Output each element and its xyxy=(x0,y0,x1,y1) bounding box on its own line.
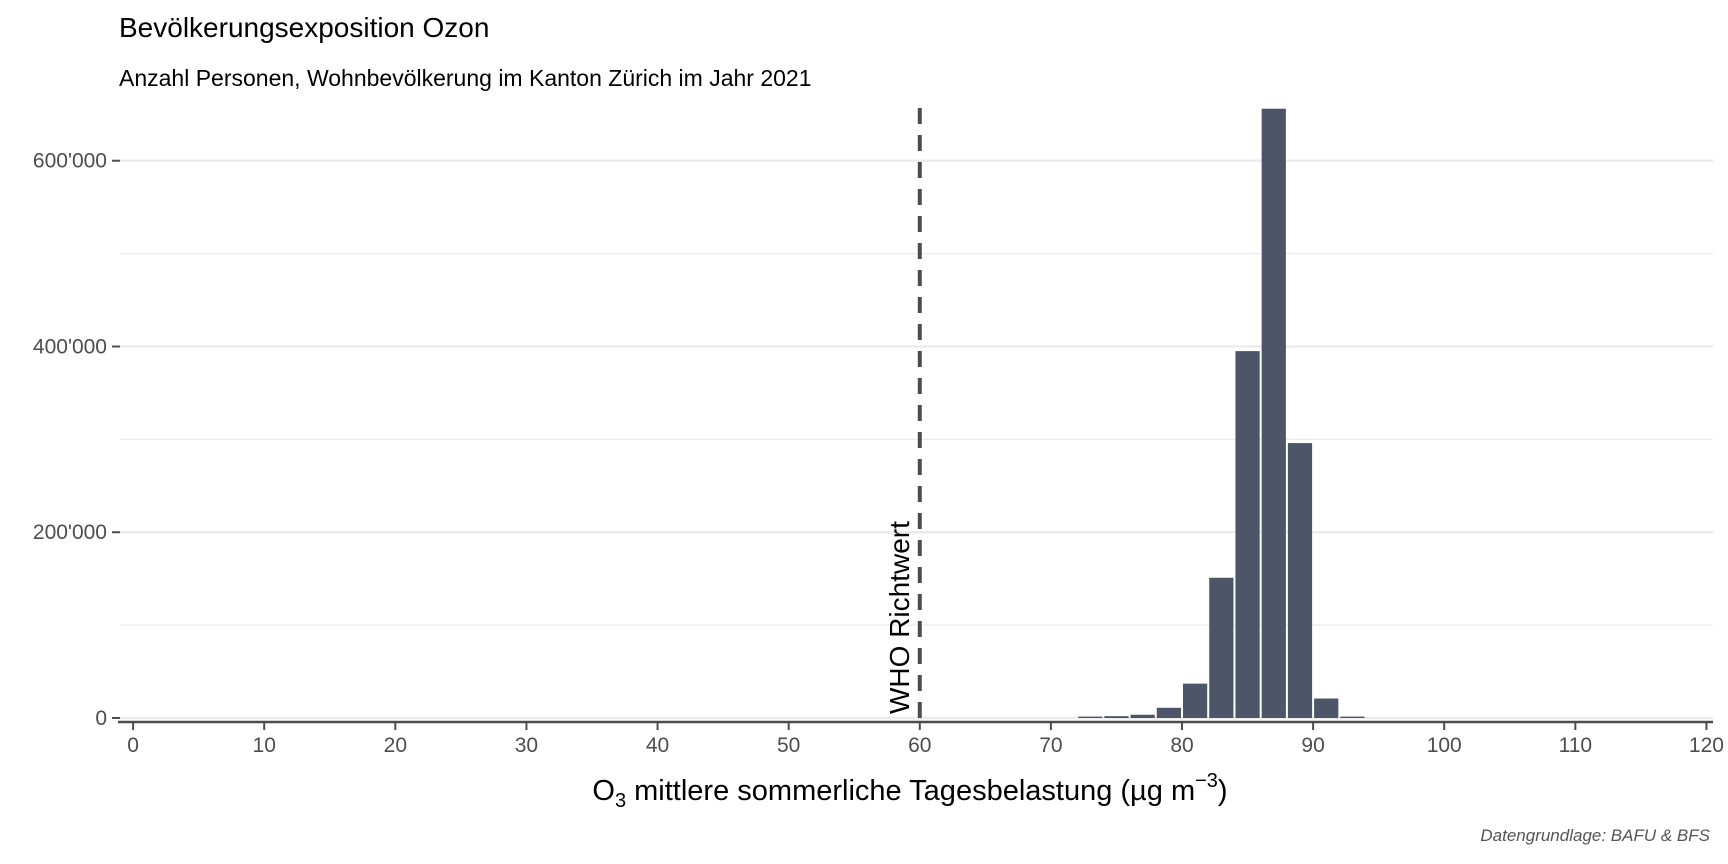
x-tick-label: 120 xyxy=(1689,734,1724,757)
x-tick-label: 50 xyxy=(777,734,800,757)
x-tick-label: 80 xyxy=(1170,734,1193,757)
axes: 0 200'000 400'000 600'000 0 10 20 30 40 50 60 70 80 9… xyxy=(33,150,1724,757)
bar xyxy=(1314,698,1339,718)
x-axis-title: O3 mittlere sommerliche Tagesbelastung (… xyxy=(592,770,1227,812)
chart-subtitle: Anzahl Personen, Wohnbevölkerung im Kant… xyxy=(119,65,812,91)
x-tick-label: 100 xyxy=(1427,734,1462,757)
bar xyxy=(1287,443,1313,718)
x-tick-label: 0 xyxy=(127,734,139,757)
bar xyxy=(1130,714,1155,718)
x-tick-label: 60 xyxy=(908,734,931,757)
bar xyxy=(1078,716,1103,718)
bar xyxy=(1209,577,1234,718)
x-tick-label: 110 xyxy=(1559,734,1592,757)
x-tick-label: 30 xyxy=(515,734,538,757)
bar xyxy=(1235,351,1260,718)
x-tick-label: 90 xyxy=(1301,734,1324,757)
reference-line-group: WHO Richtwert xyxy=(884,108,922,718)
bar xyxy=(1183,683,1208,718)
reference-line-label: WHO Richtwert xyxy=(884,521,915,714)
bar xyxy=(1156,707,1181,718)
y-tick-label: 400'000 xyxy=(33,335,107,358)
y-tick-label: 0 xyxy=(95,707,107,730)
chart-caption: Datengrundlage: BAFU & BFS xyxy=(1480,826,1710,845)
x-tick-label: 70 xyxy=(1039,734,1062,757)
x-tick-label: 10 xyxy=(253,734,276,757)
bar xyxy=(1261,108,1286,718)
bars xyxy=(1078,108,1365,718)
bar xyxy=(1340,716,1365,718)
x-tick-label: 40 xyxy=(646,734,669,757)
y-tick-label: 200'000 xyxy=(33,521,107,544)
grid-lines xyxy=(120,159,1713,720)
bar xyxy=(1104,716,1129,718)
x-tick-label: 20 xyxy=(384,734,407,757)
y-tick-label: 600'000 xyxy=(33,150,107,173)
chart-title: Bevölkerungsexposition Ozon xyxy=(119,12,490,43)
